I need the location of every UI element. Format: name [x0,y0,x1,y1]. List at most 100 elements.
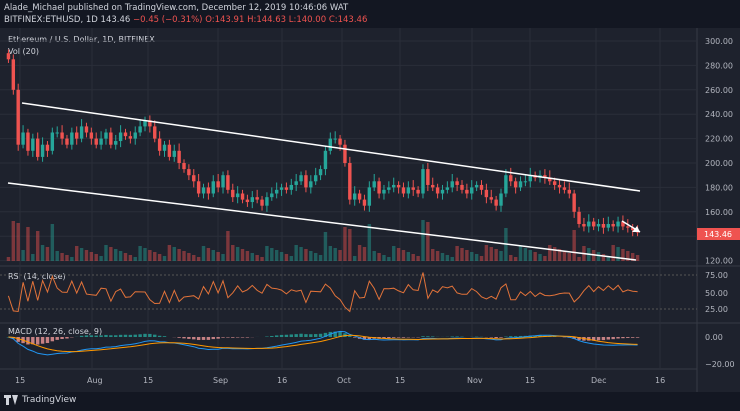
candle-body [182,163,186,170]
volume-bar [567,253,571,261]
volume-bar [513,257,518,261]
volume-bar [167,245,172,261]
time-tick-label: Nov [467,376,483,385]
volume-bar [626,251,630,261]
candle-body [357,193,362,200]
volume-bar [377,253,381,261]
macd-histogram-bar [26,337,30,345]
volume-bar [11,221,16,261]
volume-bar [533,252,537,261]
candle-body [60,132,64,139]
chart-title: Ethereum / U.S. Dollar, 1D, BITFINEX [8,35,155,44]
macd-histogram-bar [50,337,55,342]
volume-bar [60,253,64,261]
candle-body [31,138,35,151]
macd-histogram-bar [489,337,493,338]
candle-body [299,175,303,182]
candle-body [392,184,396,188]
macd-histogram-bar [294,334,298,337]
volume-bar [543,256,547,261]
candle-body [416,189,420,194]
macd-histogram-bar [616,337,620,339]
volume-bar [450,257,454,261]
publish-info: Alade_Michael published on TradingView.c… [4,3,349,13]
macd-histogram-bar [162,336,167,337]
macd-histogram-bar [16,337,20,342]
macd-histogram-bar [304,334,308,337]
volume-bar [235,247,240,261]
price-tick-label: 180.00 [705,183,733,192]
chart-canvas[interactable]: Ethereum / U.S. Dollar, 1D, BITFINEX Vol… [0,28,740,399]
chart-area[interactable]: Ethereum / U.S. Dollar, 1D, BITFINEX Vol… [0,28,740,399]
volume-bar [45,247,50,261]
candle-body [479,184,484,190]
candle-body [455,181,459,185]
volume-bar [182,251,186,261]
time-tick-label: 15 [525,376,535,385]
candle-body [367,187,372,206]
volume-bar [494,249,498,261]
macd-histogram-bar [611,337,615,340]
volume-bar [109,247,113,261]
candle-body [470,187,474,194]
rsi-tick-label: 50.00 [705,289,728,298]
candle-body [70,132,74,145]
channel-upper-line[interactable] [21,102,641,192]
time-tick-label: 15 [143,376,153,385]
candle-body [362,199,367,206]
macd-histogram-bar [270,335,274,337]
volume-bar [411,254,415,261]
candle-body [401,187,406,194]
volume-bar [123,253,128,261]
candle-body [557,184,562,188]
tradingview-brand: TradingView [22,395,77,405]
volume-bar [518,246,523,261]
candle-body [109,132,113,145]
candle-body [50,132,55,151]
volume-bar [313,253,318,261]
volume-bar [392,246,396,261]
candle-body [21,132,25,145]
volume-bar [84,250,89,261]
macd-histogram-bar [313,334,318,337]
time-tick-label: 16 [655,376,665,385]
candle-body [582,224,586,227]
channel-lower-line[interactable] [7,182,637,261]
candle-body [279,187,284,190]
price-tick-label: 240.00 [705,110,733,119]
macd-tick-label: −20.00 [705,360,735,369]
candle-body [523,181,528,183]
volume-bar [601,254,606,261]
volume-bar [596,252,601,261]
volume-bar [440,253,445,261]
candle-body [274,189,279,194]
volume-bar [333,248,337,261]
candle-body [372,181,376,188]
time-tick-label: Dec [591,376,606,385]
macd-histogram-bar [35,337,40,345]
candle-body [552,181,557,185]
macd-line [8,330,638,356]
low-value: L:140.00 [288,15,327,25]
candle-body [309,181,313,188]
candle-body [226,175,230,190]
volume-bar [352,256,357,261]
volume-bar [99,256,103,261]
macd-histogram-bar [333,331,337,337]
volume-bar [245,251,250,261]
tradingview-logo[interactable]: TradingView [4,395,76,405]
macd-histogram-bar [65,337,69,339]
volume-bar [557,249,562,261]
macd-histogram-bar [382,337,386,339]
volume-bar [114,249,118,261]
volume-bar [538,254,542,261]
candle-body [138,126,142,133]
volume-bar [509,255,513,261]
candle-body [99,138,103,145]
volume-bar [445,255,450,261]
candle-body [577,211,581,224]
volume-bar [250,253,254,261]
macd-histogram-bar [114,335,118,337]
volume-bar [421,220,425,261]
signal-line [8,334,638,353]
